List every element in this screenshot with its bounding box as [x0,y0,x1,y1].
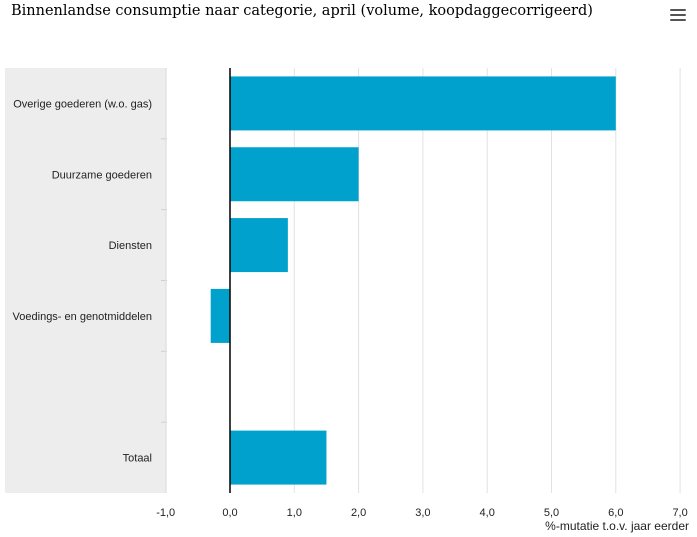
x-tick-label: -1,0 [156,507,175,519]
chart-title: Binnenlandse consumptie naar categorie, … [11,3,593,19]
category-label: Voedings- en genotmiddelen [13,311,152,323]
x-tick-label: 5,0 [544,507,559,519]
x-tick-label: 1,0 [287,507,302,519]
x-tick-label: 0,0 [222,507,237,519]
category-label: Totaal [123,453,152,465]
category-label: Diensten [109,240,152,252]
category-label: Duurzame goederen [52,169,152,181]
bar [230,147,359,202]
x-tick-label: 3,0 [415,507,430,519]
x-tick-label: 4,0 [480,507,495,519]
category-label: Overige goederen (w.o. gas) [13,98,152,110]
x-tick-label: 6,0 [608,507,623,519]
x-tick-label: 2,0 [351,507,366,519]
hamburger-menu-icon[interactable] [670,9,686,23]
bar [210,288,230,343]
x-tick-label: 7,0 [672,507,687,519]
bar [230,218,288,273]
category-axis-band [5,68,167,493]
x-axis-title: %-mutatie t.o.v. jaar eerder [545,519,689,533]
bar [230,76,616,131]
bar [230,430,327,485]
